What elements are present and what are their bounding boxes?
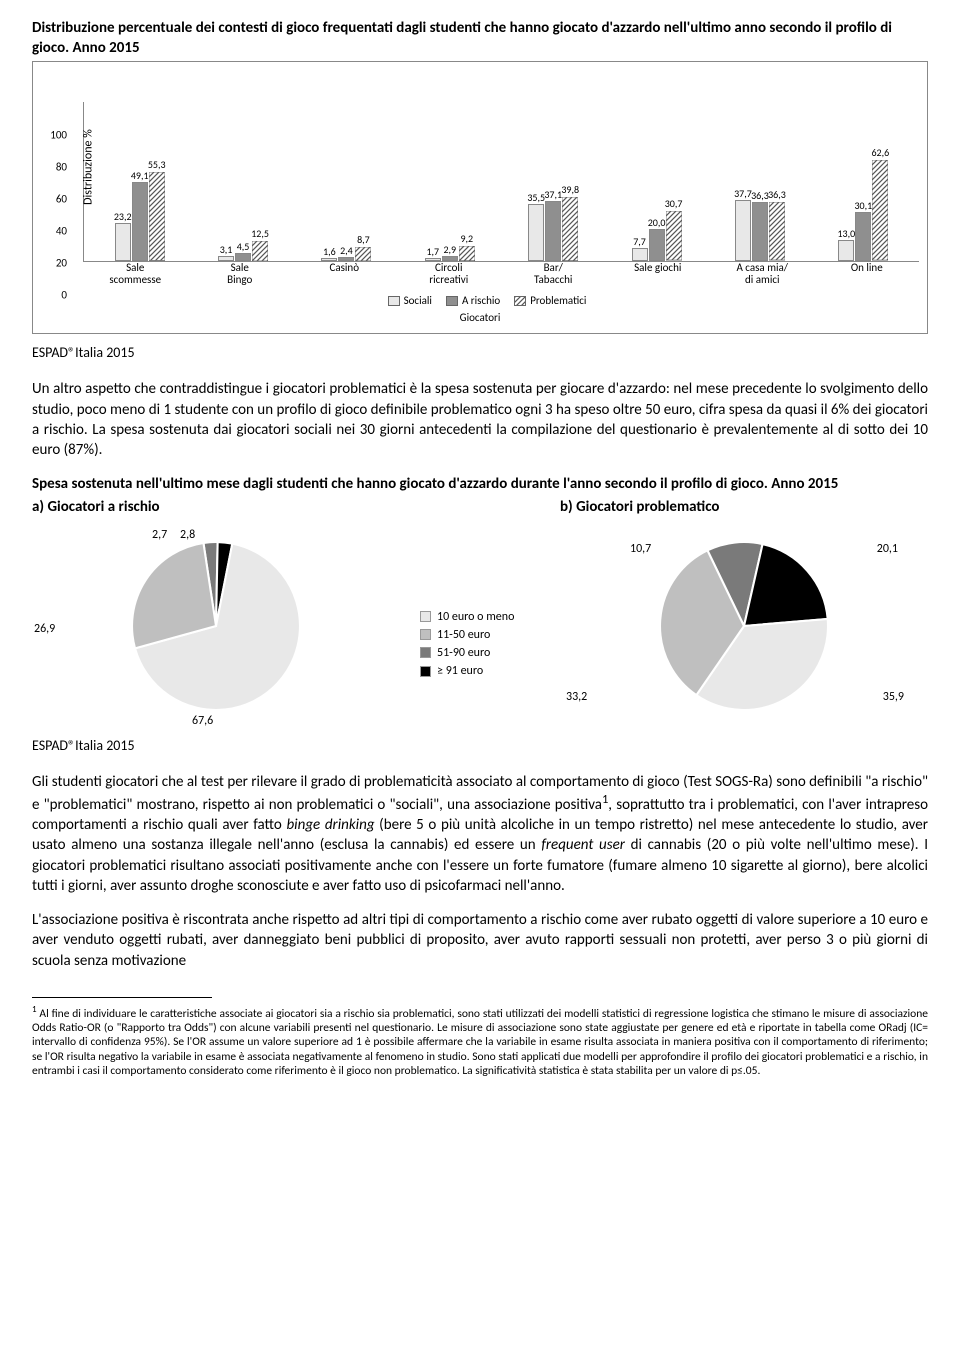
bar-chart-legend: SocialiA rischioProblematici bbox=[41, 294, 919, 309]
pie-left-val-4: 2,8 bbox=[180, 527, 195, 543]
pie-legend: 10 euro o meno11-50 euro51-90 euro≥ 91 e… bbox=[420, 497, 540, 682]
source-label-2: ESPAD®Italia 2015 bbox=[32, 737, 928, 756]
pie-right-val-1: 35,9 bbox=[883, 689, 904, 705]
plot-area: 23,249,155,33,14,512,51,62,48,71,72,99,2… bbox=[83, 102, 919, 262]
pie-section-heading: Spesa sostenuta nell'ultimo mese dagli s… bbox=[32, 474, 928, 494]
pie-right-val-4: 20,1 bbox=[877, 541, 898, 557]
paragraph-1: Un altro aspetto che contraddistingue i … bbox=[32, 379, 928, 460]
pie-right-title: b) Giocatori problematico bbox=[560, 497, 928, 517]
y-axis-ticks: 020406080100 bbox=[39, 72, 69, 310]
pie-left-title: a) Giocatori a rischio bbox=[32, 497, 400, 517]
pie-right-chart bbox=[639, 521, 849, 731]
bar-chart: Distribuzione % 23,249,155,33,14,512,51,… bbox=[83, 72, 919, 262]
x-axis-labels: SalescommesseSaleBingoCasinòCircoliricre… bbox=[83, 262, 919, 286]
source-label-1: ESPAD®Italia 2015 bbox=[32, 344, 928, 363]
pie-left-val-3: 2,7 bbox=[152, 527, 167, 543]
bar-chart-container: 020406080100 Distribuzione % 23,249,155,… bbox=[32, 61, 928, 335]
pie-left-val-1: 67,6 bbox=[192, 713, 213, 729]
pie-left-val-2: 26,9 bbox=[34, 621, 55, 637]
pie-right-val-3: 10,7 bbox=[630, 541, 651, 557]
pie-left-col: a) Giocatori a rischio 2,7 2,8 26,9 67,6 bbox=[32, 497, 400, 731]
pie-right-col: b) Giocatori problematico 10,7 20,1 33,2… bbox=[560, 497, 928, 731]
pie-row: a) Giocatori a rischio 2,7 2,8 26,9 67,6… bbox=[32, 497, 928, 731]
legend-sub: Giocatori bbox=[41, 311, 919, 326]
pie-left-chart bbox=[111, 521, 321, 731]
pie-right-val-2: 33,2 bbox=[566, 689, 587, 705]
footnote-separator bbox=[32, 997, 212, 998]
footnote-text: 1 Al fine di individuare le caratteristi… bbox=[32, 1004, 928, 1079]
paragraph-3: L'associazione positiva è riscontrata an… bbox=[32, 910, 928, 971]
bar-chart-title: Distribuzione percentuale dei contesti d… bbox=[32, 18, 928, 59]
paragraph-2: Gli studenti giocatori che al test per r… bbox=[32, 772, 928, 897]
